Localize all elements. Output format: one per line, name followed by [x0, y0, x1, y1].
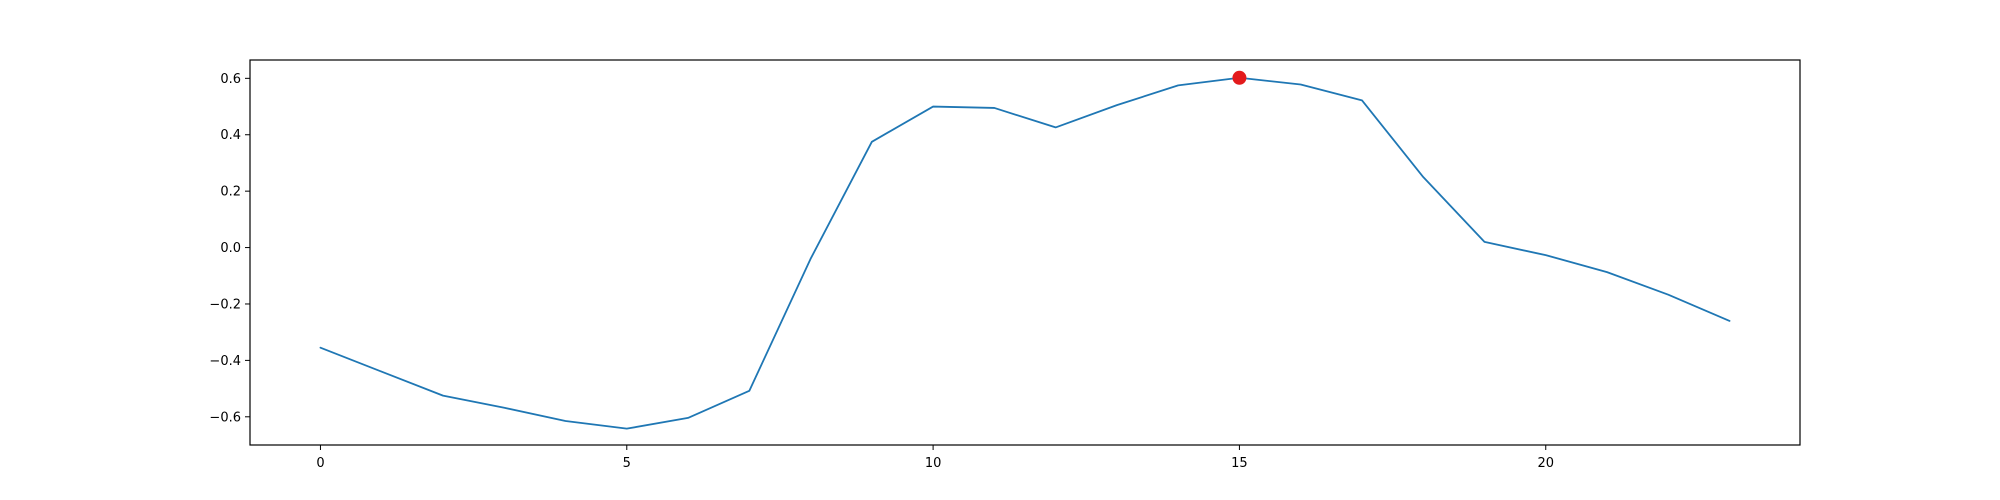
- x-tick-label: 15: [1231, 456, 1248, 471]
- y-tick-label: 0.6: [220, 72, 241, 87]
- y-tick-label: −0.4: [209, 354, 241, 369]
- highlight-point-marker: [1232, 70, 1247, 85]
- axis-ticks: 0 5 10 15 20 −0.6 −0.4 −0.2 0.0 0.2 0.4 0.6: [209, 72, 1554, 471]
- y-tick-label: 0.4: [220, 128, 241, 143]
- x-tick-label: 20: [1537, 456, 1554, 471]
- plot-frame: [249, 59, 1801, 446]
- series-layer: [319, 76, 1731, 430]
- x-tick-label: 5: [623, 456, 631, 471]
- y-tick-label: −0.2: [209, 297, 241, 312]
- y-tick-label: 0.2: [220, 185, 241, 200]
- y-tick-label: −0.6: [209, 410, 241, 425]
- x-tick-label: 10: [925, 456, 942, 471]
- marker-layer: [1232, 70, 1247, 85]
- y-tick-label: 0.0: [220, 241, 241, 256]
- x-tick-label: 0: [316, 456, 324, 471]
- series-line-0: [319, 76, 1731, 430]
